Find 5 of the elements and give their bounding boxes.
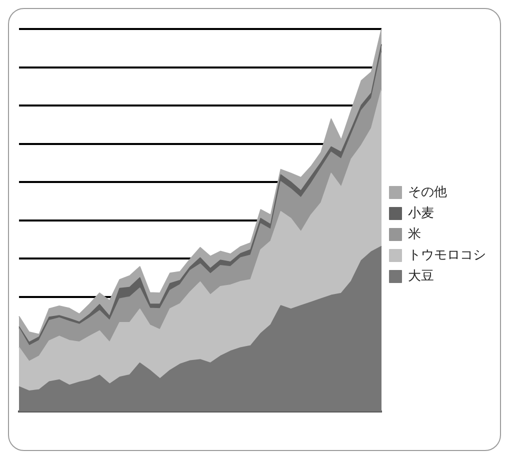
- legend-label: 米: [408, 226, 421, 242]
- legend-label: 大豆: [408, 268, 434, 284]
- legend-label: 小麦: [408, 206, 434, 221]
- legend-label: その他: [408, 184, 447, 200]
- legend-label: トウモロコシ: [408, 248, 486, 263]
